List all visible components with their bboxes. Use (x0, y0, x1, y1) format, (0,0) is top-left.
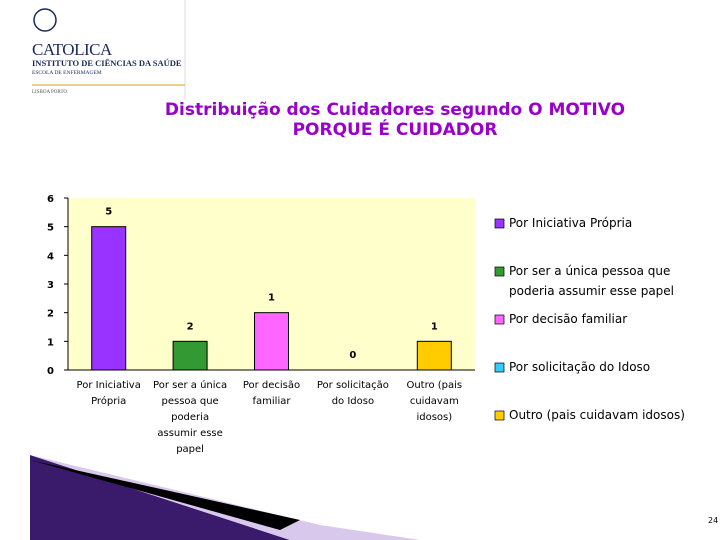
y-tick-label: 2 (47, 309, 54, 320)
chart-title: Distribuição dos Cuidadores segundo O MO… (164, 100, 626, 140)
bar (91, 226, 127, 371)
bar (254, 312, 289, 371)
legend-label: Por decisão familiar (509, 312, 628, 326)
bar-annotation: 5 (105, 207, 112, 218)
logo-school: ESCOLA DE ENFERMAGEM (32, 70, 102, 76)
page-number: 24 (708, 516, 719, 525)
bar-annotation: 1 (268, 293, 275, 304)
legend-swatch (494, 410, 505, 421)
y-tick-label: 1 (47, 337, 54, 348)
legend-label: Por Iniciativa Própria (509, 216, 633, 230)
legend-swatch (494, 218, 505, 229)
x-tick-label: Por ser a única pessoa que poderia assum… (153, 380, 228, 455)
bar (416, 340, 452, 371)
y-tick-label: 5 (47, 223, 54, 234)
y-tick-label: 4 (47, 251, 54, 262)
y-tick-label: 6 (47, 194, 54, 205)
legend-swatch (494, 314, 505, 325)
bar (172, 340, 208, 371)
x-tick-label: Outro (pais cuidavam idosos) (406, 380, 463, 423)
legend-label: Por solicitação do Idoso (509, 360, 651, 374)
chart: 0 1 2 3 4 5 6 5 2 1 0 1 (47, 194, 505, 421)
legend-label: Por ser a única pessoa que poderia assum… (509, 264, 675, 298)
bar-annotation: 0 (349, 350, 356, 361)
swoosh-black (30, 460, 300, 530)
logo-locations: LISBOA PORTO (32, 90, 68, 95)
legend-swatch (494, 362, 505, 373)
logo-institute: INSTITUTO DE CIÊNCIAS DA SAÚDE (32, 58, 182, 68)
bar-annotation: 2 (187, 321, 194, 332)
y-tick-label: 3 (47, 280, 54, 291)
legend-swatch (494, 266, 505, 277)
y-tick-label: 0 (47, 366, 54, 377)
bar-annotation: 1 (431, 321, 438, 332)
logo-emblem (33, 8, 57, 32)
x-tick-label: Por Iniciativa Própria (76, 380, 141, 407)
x-tick-label: Por solicitação do Idoso (316, 380, 389, 407)
logo-name: CATOLICA (32, 40, 112, 59)
legend-label: Outro (pais cuidavam idosos) (509, 408, 685, 422)
x-tick-label: Por decisão familiar (242, 380, 301, 407)
